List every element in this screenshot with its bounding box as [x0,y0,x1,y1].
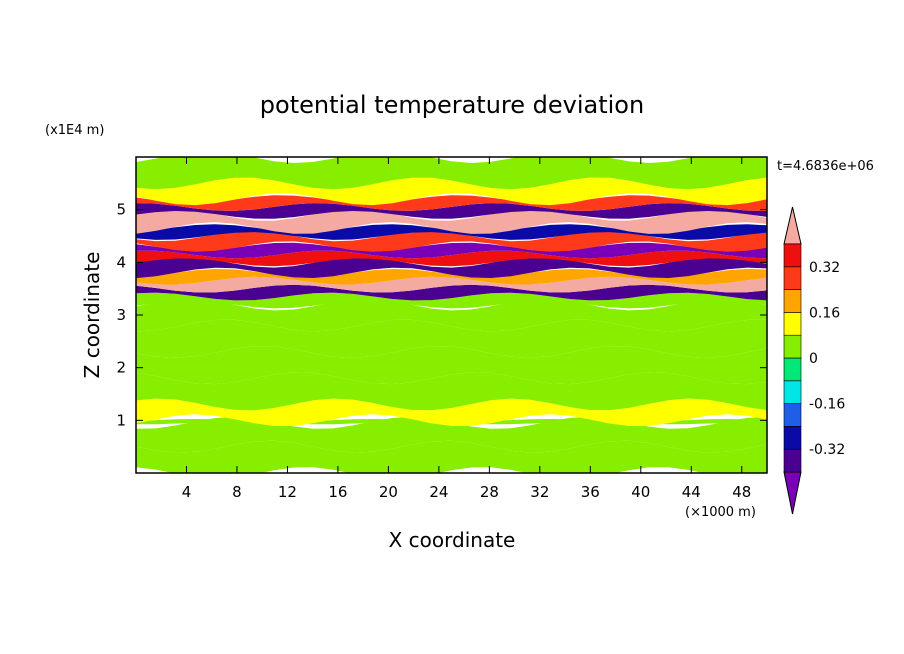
x-tick-label: 40 [631,483,650,501]
contour-band [136,276,767,293]
x-tick-label: 44 [682,483,701,501]
time-label: t=4.6836e+06 [777,159,874,174]
contour-band [136,242,767,259]
colorbar: 0.32 0.16 0 -0.16 -0.32 [783,206,845,515]
contour-band [136,292,767,309]
contour-band [136,257,767,279]
y-tick-label: 1 [116,411,126,429]
contour-band [136,203,767,219]
contour-band [136,298,767,332]
contour-band [136,157,767,190]
contour-band [136,268,767,285]
colorbar-segment [783,312,802,336]
x-axis-ticks: 4 8 12 16 20 24 28 32 36 40 44 48 [182,157,751,501]
x-tick-label: 8 [232,483,242,501]
x-tick-label: 24 [429,483,448,501]
colorbar-label: 0 [809,351,818,367]
x-unit-label: (×1000 m) [685,505,756,520]
x-tick-label: 32 [530,483,549,501]
x-tick-label: 20 [379,483,398,501]
colorbar-segment [783,357,802,382]
colorbar-segment [783,289,802,313]
contour-band [136,372,767,411]
y-tick-label: 3 [116,306,126,324]
y-axis-label: Z coordinate [80,252,104,379]
contour-band [136,230,767,252]
contour-band [136,319,767,358]
contour-band [136,346,767,385]
contour-band [136,440,767,473]
colorbar-label: -0.32 [809,442,845,458]
x-tick-label: 16 [328,483,347,501]
colorbar-segment [783,448,802,473]
y-unit-label: (x1E4 m) [45,123,104,138]
colorbar-label: 0.16 [809,305,840,321]
x-tick-label: 28 [480,483,499,501]
colorbar-segment [783,243,802,268]
colorbar-segment [783,266,802,290]
colorbar-segment [783,426,802,450]
colorbar-label: -0.16 [809,397,845,413]
contour-field [136,157,767,473]
x-tick-label: 4 [182,483,192,501]
chart-title: potential temperature deviation [260,91,644,119]
contour-band [136,177,767,206]
colorbar-arrow-min [783,471,802,515]
contour-band [136,208,767,234]
contour-band [136,195,767,211]
colorbar-segment [783,403,802,427]
y-tick-label: 4 [116,253,126,271]
colorbar-arrow-max [783,206,802,245]
colorbar-label: 0.32 [809,260,840,276]
colorbar-segment [783,334,802,359]
x-tick-label: 36 [581,483,600,501]
x-axis-label: X coordinate [389,528,516,552]
contour-band [136,398,767,426]
y-tick-label: 5 [116,201,126,219]
contour-band [136,284,767,301]
x-tick-label: 12 [278,483,297,501]
contour-band [136,417,767,453]
contour-band [136,224,767,240]
y-tick-label: 2 [116,359,126,377]
y-axis-ticks: 1 2 3 4 5 [116,201,767,429]
x-tick-label: 48 [732,483,751,501]
colorbar-segment [783,380,802,404]
contour-band [136,250,767,267]
